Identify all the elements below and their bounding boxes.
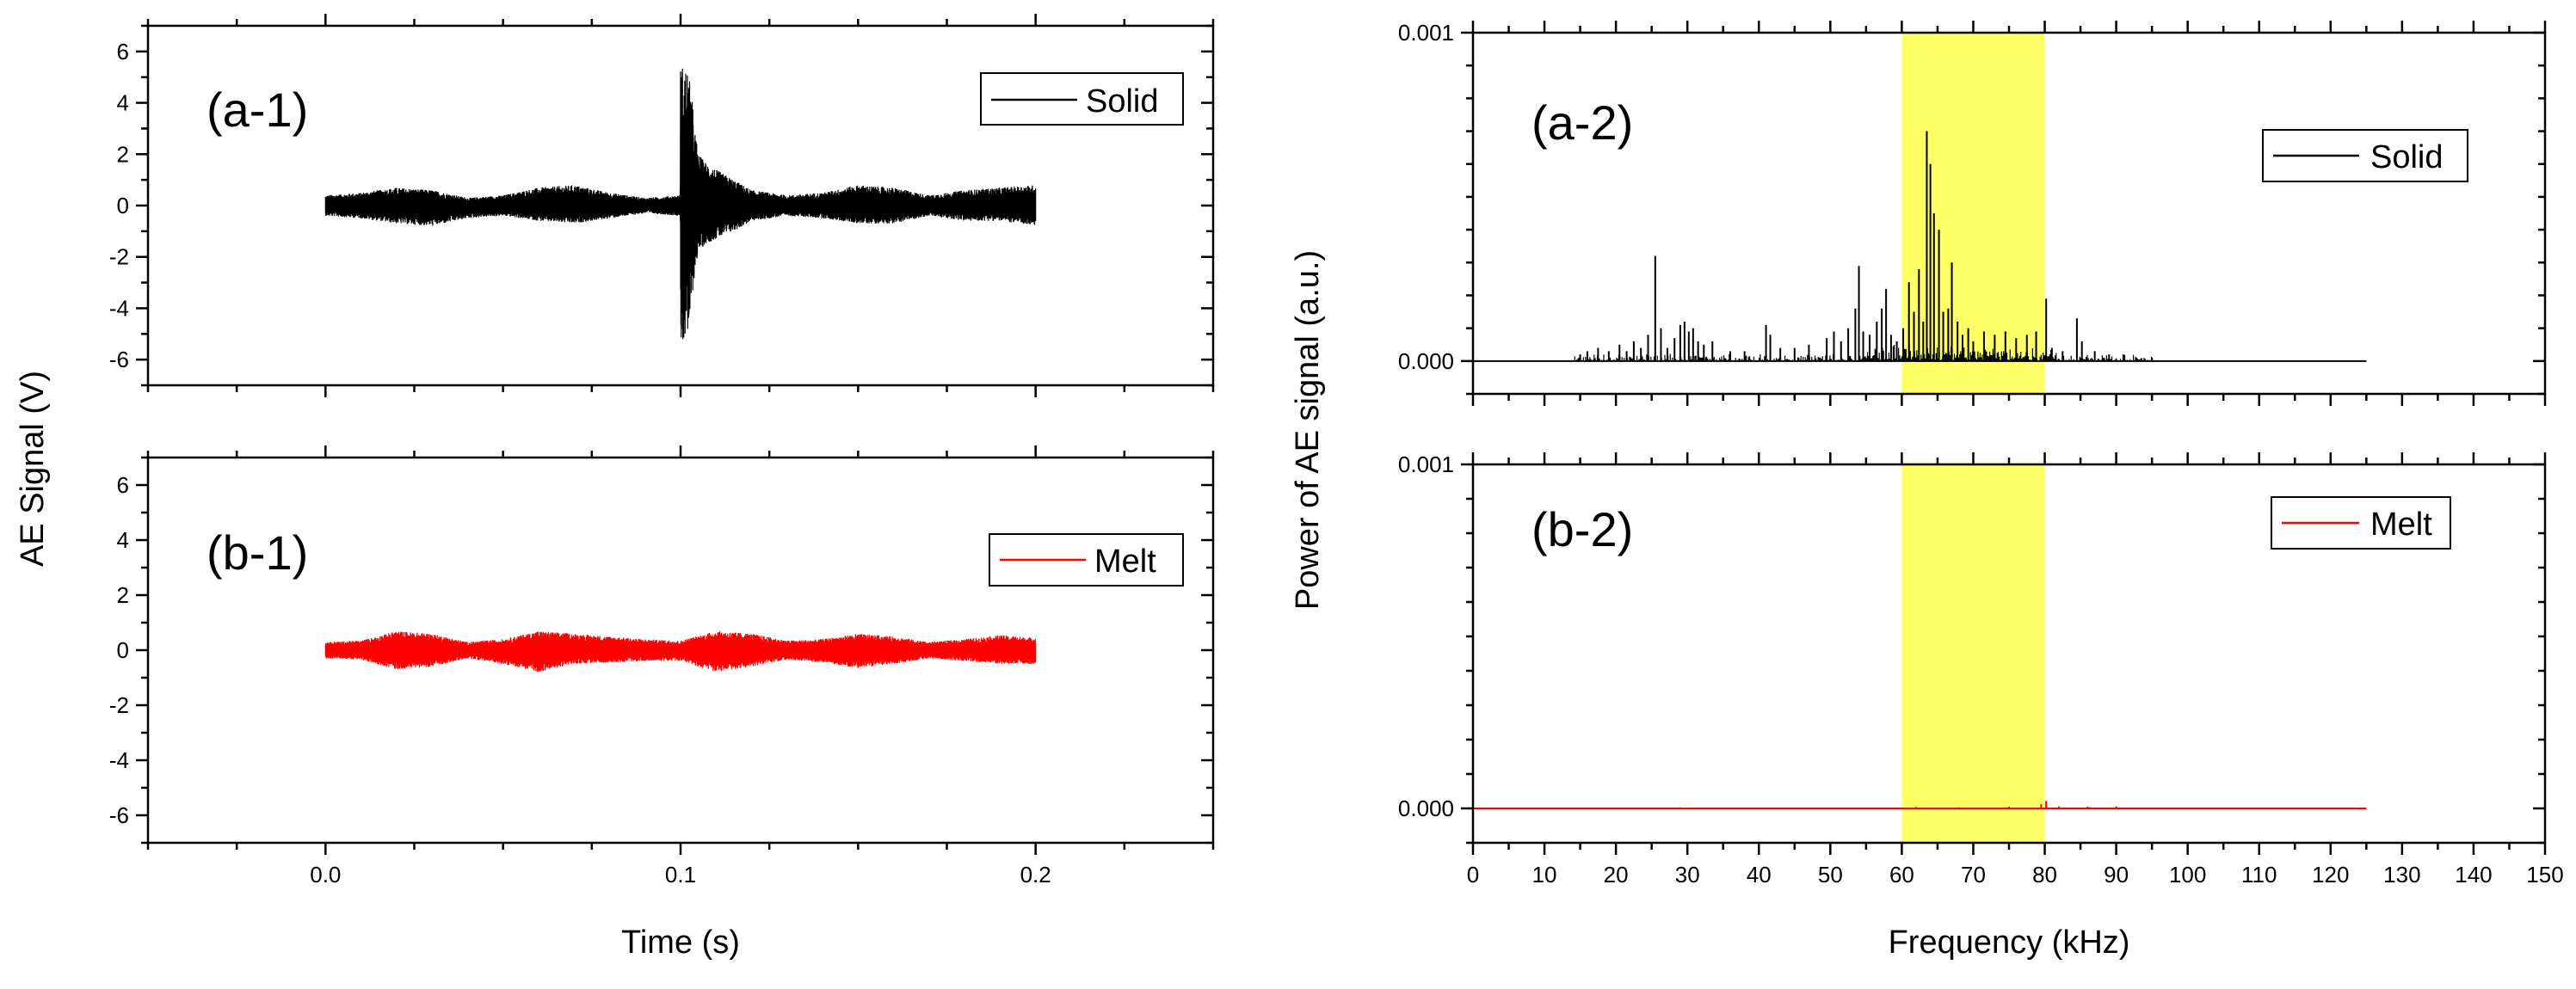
b-2-xtick-label: 10 — [1532, 862, 1557, 888]
a-2-ytick-label: 0.000 — [1398, 348, 1454, 374]
b-1-ytick-label: 4 — [117, 527, 129, 553]
b-2-xtick-label: 110 — [2241, 862, 2277, 888]
b-2-ytick-label: 0.001 — [1398, 452, 1454, 477]
b-2-xtick-label: 0 — [1467, 862, 1479, 888]
b-2-panel-label: (b-2) — [1531, 502, 1633, 556]
b-1-ytick-label: -2 — [109, 692, 129, 718]
a-2-yticks: 0.000 0.001 — [1398, 20, 2545, 396]
right-xlabel: Frequency (kHz) — [1889, 924, 2130, 961]
b-1-ytick-label: 6 — [117, 472, 129, 498]
b-2-xtick-label: 80 — [2032, 862, 2057, 888]
b-1-ytick-label: -6 — [109, 802, 129, 828]
a-1-panel-label: (a-1) — [206, 83, 308, 137]
b-2-xtick-label: 50 — [1818, 862, 1843, 888]
a-1-ytick-label: -2 — [109, 244, 129, 270]
b-2-spectrum — [1472, 801, 2367, 809]
b-2-xtick-label: 150 — [2526, 862, 2563, 888]
a-2-panel-label: (a-2) — [1531, 95, 1633, 150]
left-xlabel: Time (s) — [621, 924, 740, 961]
panel-b-2: 0.000 0.001 0 10 20 30 40 50 60 70 80 90 100 110 120 1… — [1398, 452, 2564, 888]
b-1-xtick-label: 0.1 — [665, 862, 696, 888]
b-1-ytick-label: 0 — [117, 637, 129, 663]
b-2-xtick-label: 30 — [1675, 862, 1700, 888]
right-ylabel-text: Power of AE signal (a.u.) — [1290, 250, 1326, 610]
a-1-ytick-label: 6 — [117, 39, 129, 64]
a-1-legend: Solid — [980, 72, 1184, 126]
right-ylabel: Power of AE signal (a.u.) — [1290, 250, 1326, 610]
b-2-xtick-label: 100 — [2169, 862, 2206, 888]
b-2-xtick-label: 60 — [1889, 862, 1914, 888]
a-1-ytick-label: -4 — [109, 295, 129, 321]
a-1-xticks — [146, 14, 1215, 397]
b-1-signal — [324, 630, 1037, 672]
b-2-xtick-label: 70 — [1961, 862, 1986, 888]
b-1-xtick-label: 0.0 — [310, 862, 341, 888]
b-1-legend: Melt — [989, 533, 1184, 587]
a-1-legend-label: Solid — [1086, 83, 1159, 120]
b-2-xtick-label: 20 — [1604, 862, 1629, 888]
left-ylabel: AE Signal (V) — [15, 371, 51, 567]
b-2-xticks: 0 10 20 30 40 50 60 70 80 90 100 110 120 130 140 150 — [1467, 452, 2564, 888]
b-1-xtick-label: 0.2 — [1020, 862, 1051, 888]
a-1-ytick-label: 2 — [117, 141, 129, 167]
a-1-ytick-label: -6 — [109, 347, 129, 372]
panel-a-2: 0.000 0.001 (a-2) Solid — [1398, 20, 2547, 406]
a-2-legend-box — [2262, 129, 2468, 182]
a-2-spectrum — [1473, 131, 2367, 362]
b-2-xtick-label: 120 — [2312, 862, 2349, 888]
a-2-legend-label: Solid — [2370, 139, 2444, 175]
b-1-yticks: -6 -4 -2 0 2 4 6 — [109, 456, 1213, 845]
b-1-series-melt — [324, 630, 1037, 672]
b-2-legend-label: Melt — [2370, 507, 2432, 543]
a-2-legend: Solid — [2262, 129, 2468, 182]
b-1-legend-label: Melt — [1094, 544, 1156, 580]
a-2-highlight-band — [1901, 33, 2045, 394]
b-2-xtick-label: 40 — [1747, 862, 1772, 888]
b-1-ytick-label: 2 — [117, 582, 129, 608]
b-2-ytick-label: 0.000 — [1398, 796, 1454, 821]
b-1-panel-label: (b-1) — [206, 525, 308, 580]
b-2-highlight-band — [1901, 464, 2045, 843]
b-1-ytick-label: -4 — [109, 747, 129, 773]
b-2-xtick-label: 90 — [2104, 862, 2129, 888]
b-2-yticks: 0.000 0.001 — [1398, 452, 2545, 845]
a-2-xticks — [1471, 21, 2547, 406]
a-1-ytick-label: 4 — [117, 90, 129, 116]
b-2-xtick-label: 140 — [2455, 862, 2492, 888]
a-1-ytick-label: 0 — [117, 193, 129, 218]
b-2-xtick-label: 130 — [2383, 862, 2420, 888]
b-2-legend: Melt — [2271, 496, 2451, 550]
b-1-xticks: 0.0 0.1 0.2 — [146, 445, 1215, 888]
left-ylabel-text: AE Signal (V) — [15, 371, 51, 567]
a-1-signal — [324, 68, 1037, 340]
a-2-ytick-label: 0.001 — [1398, 20, 1454, 46]
a-1-series-solid — [324, 68, 1037, 340]
panel-b-1: -6 -4 -2 0 2 4 6 0.0 0.1 0.2 (b-1) Melt — [109, 445, 1215, 888]
a-1-yticks: -6 -4 -2 0 2 4 6 — [109, 24, 1213, 387]
panel-a-1: -6 -4 -2 0 2 4 6 (a-1) Solid — [109, 14, 1215, 397]
